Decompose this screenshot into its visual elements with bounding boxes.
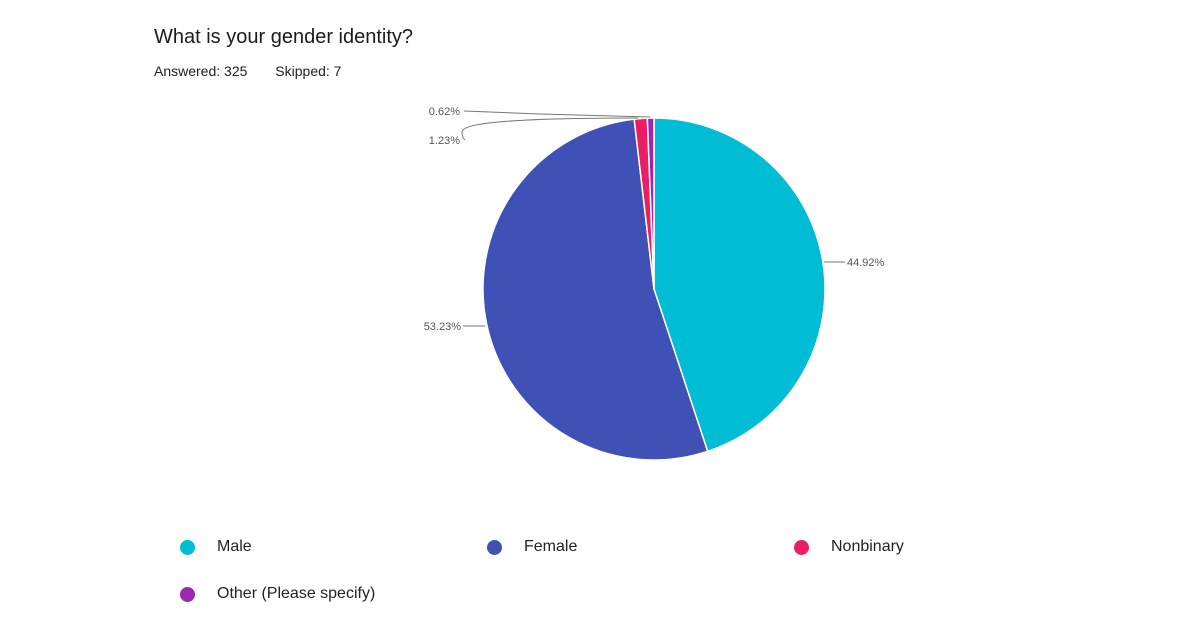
legend-label-nonbinary: Nonbinary <box>831 538 904 555</box>
skipped-count: Skipped: 7 <box>275 63 342 79</box>
legend-item-male[interactable]: Male <box>180 538 252 556</box>
pie-slice-male[interactable] <box>653 117 826 453</box>
pie-slice-female[interactable] <box>482 118 709 461</box>
legend-item-other[interactable]: Other (Please specify) <box>180 585 375 603</box>
leader-line-other <box>463 110 651 118</box>
legend-item-nonbinary[interactable]: Nonbinary <box>794 538 904 556</box>
pie-chart: 44.92% 53.23% 1.23% 0.62% <box>424 106 885 461</box>
data-label-other: 0.62% <box>429 106 460 118</box>
data-label-male: 44.92% <box>847 257 885 269</box>
legend-swatch-male <box>180 539 195 555</box>
leader-line-nonbinary <box>461 117 639 141</box>
legend-label-female: Female <box>524 538 578 555</box>
legend-item-female[interactable]: Female <box>487 538 577 556</box>
pie-slice-other[interactable] <box>646 117 655 290</box>
legend-label-male: Male <box>217 538 252 555</box>
data-label-nonbinary: 1.23% <box>429 135 460 147</box>
response-stats: Answered: 325 Skipped: 7 <box>154 63 365 79</box>
legend-swatch-female <box>487 539 502 555</box>
answered-count: Answered: 325 <box>154 63 248 79</box>
legend-swatch-other <box>180 586 195 602</box>
data-label-female: 53.23% <box>424 321 462 333</box>
legend-swatch-nonbinary <box>794 539 809 555</box>
question-title: What is your gender identity? <box>154 26 414 48</box>
legend-label-other: Other (Please specify) <box>217 585 376 602</box>
